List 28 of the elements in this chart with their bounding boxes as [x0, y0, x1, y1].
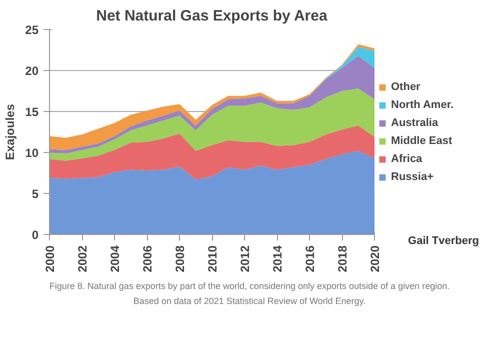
text: Based on data of 2021 Statistical Review of World Energy. [132, 294, 367, 308]
y-tick-label: 10 [25, 146, 39, 160]
chart-title: Net Natural Gas Exports by Area [96, 8, 328, 24]
y-tick-label: 25 [25, 23, 39, 37]
legend-label: Africa [391, 152, 422, 164]
legend-label: Middle East [391, 134, 452, 146]
x-tick-label: 2020 [368, 245, 382, 272]
x-tick-label: 2008 [173, 245, 187, 272]
x-tick-label: 2012 [238, 245, 252, 272]
y-tick-label: 20 [25, 64, 39, 78]
x-tick-label: 2004 [108, 245, 122, 272]
x-tick-label: 2002 [76, 245, 90, 272]
y-tick-label: 5 [32, 187, 39, 201]
y-tick-label: 15 [25, 105, 39, 119]
x-tick-label: 2010 [206, 245, 220, 272]
legend-label: North Amer. [391, 98, 454, 110]
legend-label: Australia [391, 116, 438, 128]
x-tick-label: 2014 [270, 245, 284, 272]
legend-label: Other [391, 80, 420, 92]
x-tick-label: 2006 [140, 245, 154, 272]
x-tick-label: 2016 [303, 245, 317, 272]
text: Gail Tverberg [408, 234, 479, 249]
caption: Figure 8. Natural gas exports by part of the world, considering only exports outside of a given region. [48, 280, 451, 293]
x-tick-label: 2018 [336, 245, 350, 272]
x-tick-label: 2000 [43, 245, 57, 272]
y-axis-title: Exajoules [3, 104, 18, 160]
y-tick-label: 0 [32, 228, 39, 242]
legend-label: Russia+ [391, 170, 434, 182]
